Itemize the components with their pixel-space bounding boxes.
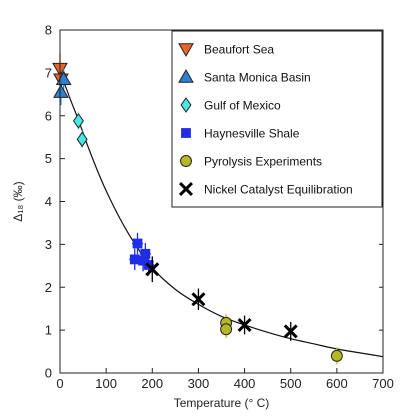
data-point — [129, 254, 140, 265]
x-tick-label: 500 — [280, 376, 302, 391]
y-tick-label: 0 — [45, 366, 52, 381]
data-point — [237, 317, 252, 332]
data-point — [138, 255, 148, 266]
series-gulf-of-mexico — [72, 112, 88, 148]
data-point — [191, 292, 206, 307]
legend: Beaufort Sea Santa Monica Basin Gulf of Me… — [171, 30, 383, 208]
data-point — [330, 349, 343, 362]
y-tick-label: 6 — [45, 108, 52, 123]
y-tick-label: 3 — [45, 237, 52, 252]
legend-label: Nickel Catalyst Equilibration — [204, 183, 353, 197]
legend-marker — [180, 155, 192, 167]
data-point — [76, 131, 88, 148]
data-point — [132, 238, 143, 249]
x-tick-label: 400 — [234, 376, 256, 391]
legend-label: Pyrolysis Experiments — [204, 155, 322, 169]
y-tick-label: 7 — [45, 65, 52, 80]
data-point — [283, 324, 298, 339]
legend-marker — [178, 181, 194, 197]
y-tick-label: 5 — [45, 151, 52, 166]
data-point — [140, 248, 151, 259]
data-point — [53, 84, 69, 98]
fit-curve — [59, 70, 384, 358]
legend-box — [171, 30, 383, 208]
legend-label: Haynesville Shale — [204, 127, 300, 141]
data-point — [145, 262, 160, 277]
x-tick-label: 200 — [141, 376, 163, 391]
legend-marker — [181, 128, 191, 138]
x-tick-label: 600 — [326, 376, 348, 391]
legend-marker — [178, 68, 194, 83]
x-tick-label: 700 — [372, 376, 394, 391]
legend-label: Beaufort Sea — [204, 43, 274, 57]
x-tick-label: 0 — [56, 376, 63, 391]
y-axis-label: Δ₁₈ (‰) — [11, 181, 25, 221]
y-tick-label: 1 — [45, 323, 52, 338]
data-point — [220, 323, 233, 336]
x-tick-label: 100 — [95, 376, 117, 391]
legend-marker — [178, 43, 194, 58]
series-nickel-catalyst-equilibration — [145, 256, 298, 341]
legend-marker — [180, 97, 192, 113]
legend-label: Santa Monica Basin — [204, 71, 311, 85]
y-tick-label: 4 — [45, 194, 52, 209]
data-point — [72, 113, 84, 129]
x-axis-label: Temperature (° C) — [174, 396, 270, 410]
y-tick-label: 8 — [45, 23, 52, 38]
legend-label: Gulf of Mexico — [204, 99, 281, 113]
series-pyrolysis-experiments — [220, 314, 343, 365]
y-tick-label: 2 — [45, 280, 52, 295]
x-tick-label: 300 — [188, 376, 210, 391]
